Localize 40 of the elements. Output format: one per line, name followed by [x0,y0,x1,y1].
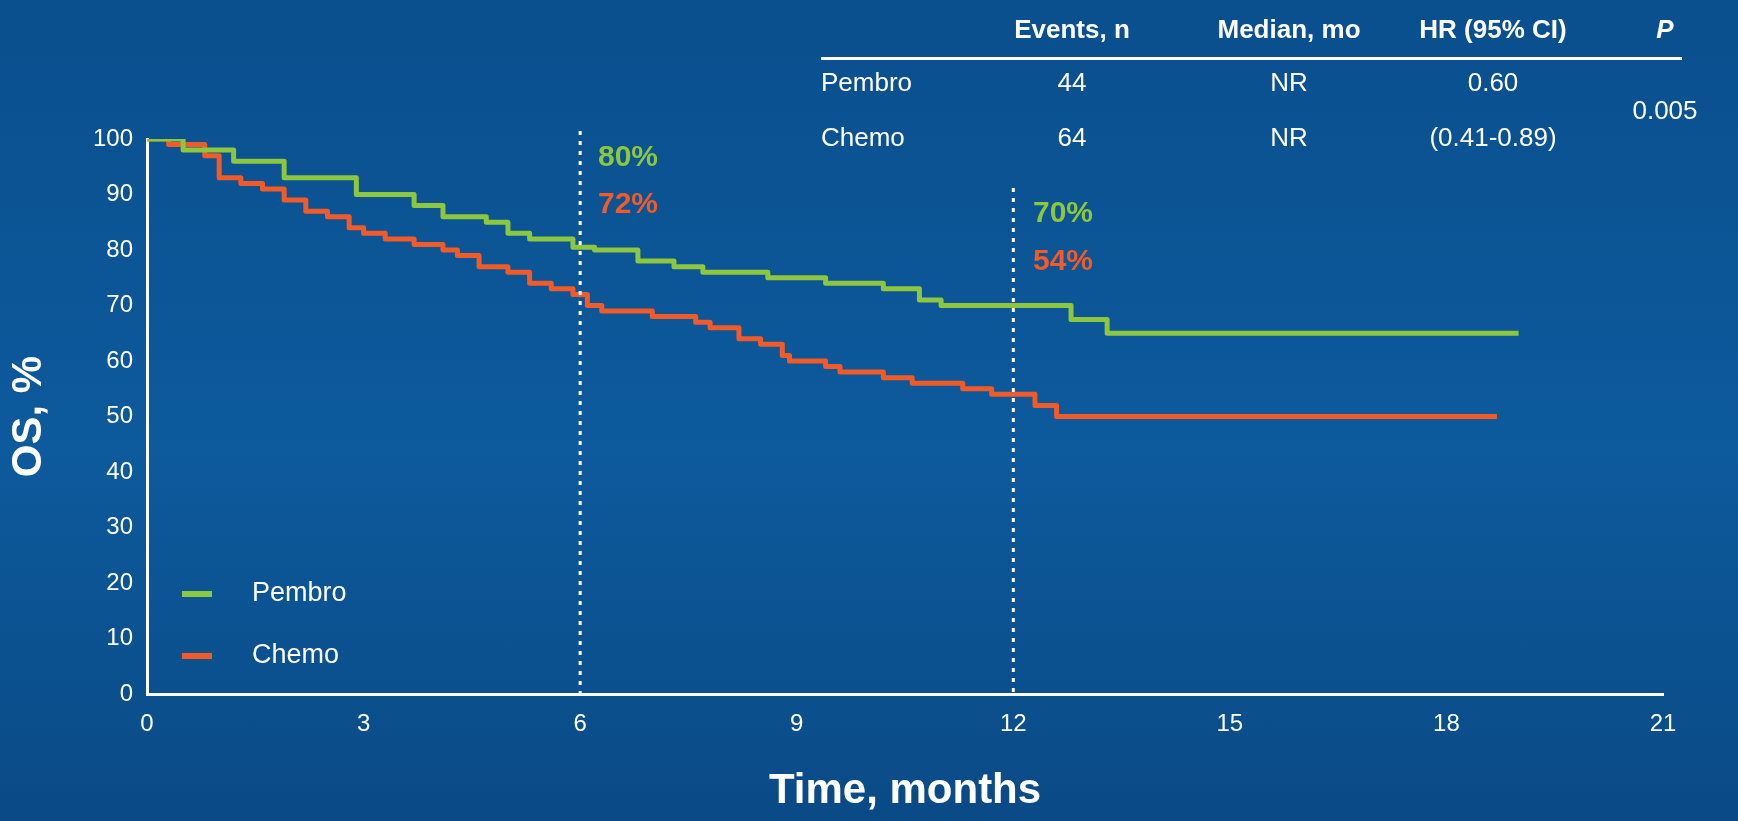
text: 44 [1057,67,1087,98]
text: Median, mo [1217,14,1361,45]
y-tick-label: 20 [106,567,133,595]
annotation: 54% [1033,243,1094,277]
x-tick-label: 3 [356,709,371,737]
y-axis-title: OS, % [2,355,50,478]
y-tick-label: 40 [106,456,133,484]
annotation: Chemo [821,122,905,153]
x-tick-label: 15 [1216,709,1244,737]
y-tick-label: 0 [119,678,133,706]
annotation: 70% [1033,195,1094,229]
text: NR [1270,67,1308,98]
annotation: (0.41-0.89) [1429,122,1557,153]
x-tick-label: 6 [573,709,587,737]
y-tick-label: 30 [106,512,133,540]
y-tick-label: 100 [92,123,133,151]
y-tick-label: 60 [106,345,133,373]
x-tick-label: 12 [999,709,1027,737]
x-tick-label: 0 [140,709,154,737]
text: 0.005 [1632,95,1698,126]
legend-label: Pembro [252,577,347,608]
annotation: 64 [1057,122,1087,153]
x-tick-label: 21 [1649,709,1677,737]
text: 0.60 [1467,67,1519,98]
x-tick-label: 18 [1433,709,1460,737]
y-tick-label: 10 [106,623,133,651]
legend-label: Chemo [252,639,340,670]
y-tick-label: 50 [106,401,133,429]
text: Events, n [1014,14,1130,45]
y-tick-label: 80 [106,234,133,262]
y-tick-label: 90 [106,179,133,207]
annotation: NR [1270,122,1308,153]
x-tick-label: 9 [790,709,804,737]
x-axis-title: Time, months [768,765,1042,813]
annotation: 72% [598,186,659,220]
text: HR (95% CI) [1419,14,1567,45]
y-tick-label: 70 [106,290,133,318]
text: Pembro [821,67,913,98]
text: P [1656,14,1675,45]
annotation: 80% [598,139,659,173]
